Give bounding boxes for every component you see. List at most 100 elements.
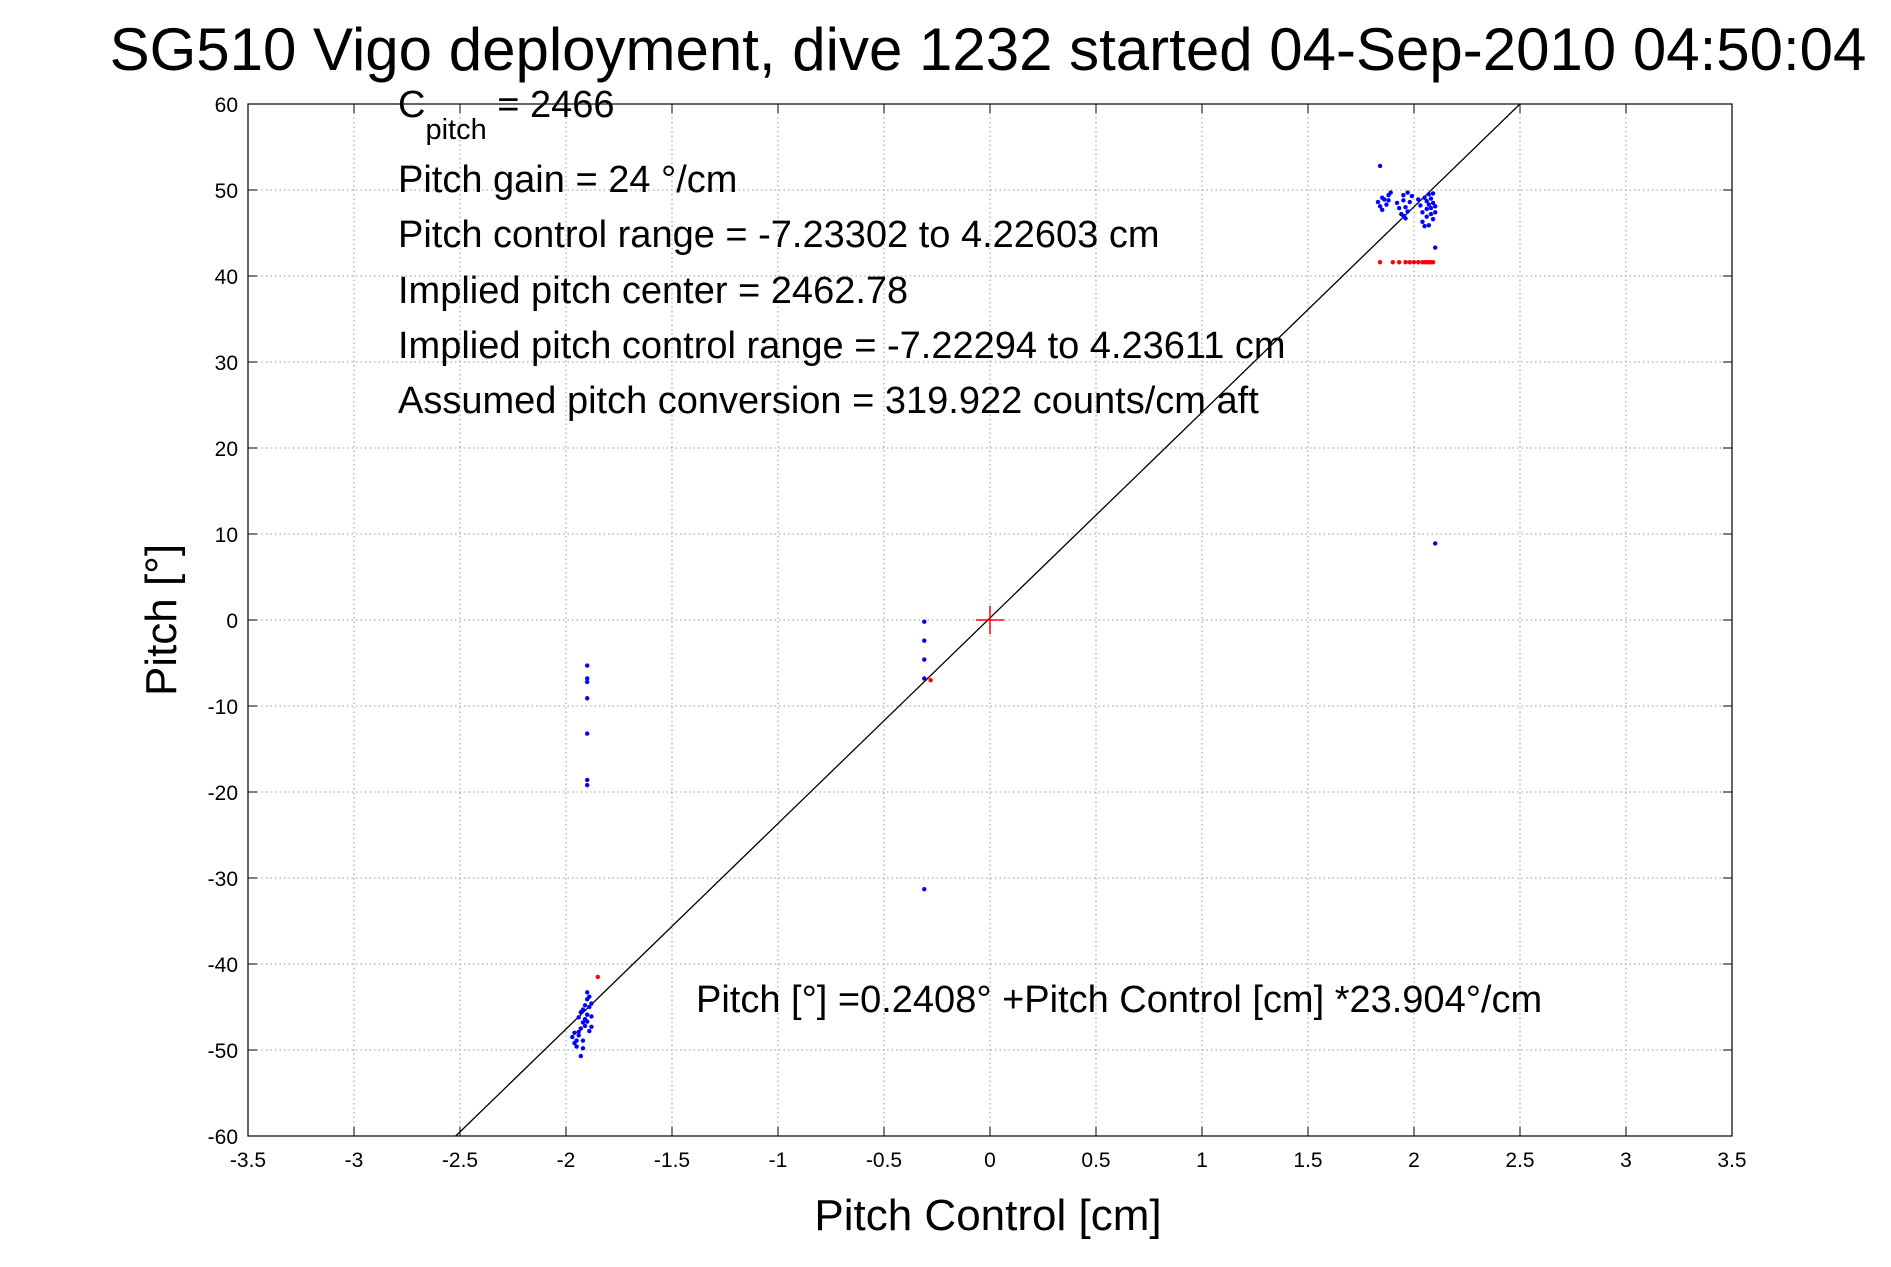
blue-data-point [589,1001,594,1006]
fit-equation: Pitch [°] =0.2408° +Pitch Control [cm] *… [696,979,1542,1021]
blue-data-point [570,1034,575,1040]
blue-data-point [1403,205,1408,210]
blue-data-point [578,1026,584,1031]
blue-data-point [1433,210,1438,215]
blue-data-point [1401,213,1406,218]
blue-data-point [580,1020,586,1025]
blue-data-point [585,679,590,685]
x-tick-label: 1 [1196,1149,1208,1172]
blue-data-point [587,994,592,999]
c-pitch-annotation: Cpitch = 2466 [398,84,615,146]
blue-data-point [1424,198,1429,204]
blue-data-point [582,1003,588,1008]
blue-data-point [922,638,927,643]
blue-data-point [922,676,927,681]
x-tick-label: -3 [345,1149,364,1172]
blue-data-point [1394,200,1400,206]
blue-data-point [585,1019,590,1024]
blue-data-point [585,1012,590,1017]
blue-data-point [1428,196,1434,201]
y-tick-label: 40 [215,266,238,289]
blue-data-point [1405,190,1410,195]
blue-data-point [1375,199,1381,205]
blue-data-point [1401,198,1406,203]
c-pitch-subscript: pitch [425,114,486,146]
blue-data-point [574,1038,579,1043]
blue-data-point [585,663,590,668]
blue-data-point [1424,214,1429,219]
blue-data-point [585,731,590,736]
fit-line-group [455,103,1521,1137]
blue-data-point [1377,204,1383,209]
blue-data-point [1430,191,1436,196]
blue-data-point [589,1024,594,1029]
y-tick-label: -30 [208,868,238,891]
blue-data-point [1422,223,1427,229]
red-data-point [595,974,600,980]
blue-data-point [1377,163,1383,169]
blue-data-point [582,1023,588,1029]
blue-data-point [1426,223,1432,228]
blue-data-point [585,777,590,783]
blue-data-point [580,1046,586,1051]
c-pitch-value: = 2466 [487,84,615,126]
y-tick-label: 50 [215,180,238,203]
blue-data-point [587,1004,592,1010]
blue-data-point [1426,202,1432,207]
y-tick-label: -50 [208,1040,238,1063]
chart-title: SG510 Vigo deployment, dive 1232 started… [110,16,1867,83]
blue-data-point [922,619,927,624]
blue-data-point [574,1044,579,1049]
blue-data-point [585,676,590,681]
red-data-point [1390,260,1396,265]
red-data-point [1396,260,1402,265]
y-tick-label: 20 [215,438,238,461]
blue-data-point [1409,193,1415,199]
x-tick-label: -1.5 [654,1149,690,1172]
y-tick-label: 60 [215,94,238,117]
annotation-line: Assumed pitch conversion = 319.922 count… [398,380,1259,422]
red-data-point [1430,260,1436,265]
blue-data-point [1380,195,1385,200]
blue-data-point [1388,190,1393,195]
annotation-line: Pitch gain = 24 °/cm [398,159,737,201]
y-tick-label: -10 [208,696,238,719]
blue-data-point [585,782,590,788]
x-tick-label: 3 [1620,1149,1632,1172]
blue-data-point [1430,200,1436,206]
annotation-line: Implied pitch center = 2462.78 [398,270,908,312]
annotations: Cpitch = 2466 Pitch gain = 24 °/cm Pitch… [398,84,1542,1021]
blue-data-point [1433,245,1438,250]
blue-data-point [1428,205,1434,211]
x-tick-label: -1 [769,1149,788,1172]
y-tick-label: 10 [215,524,238,547]
blue-data-point [1422,195,1427,200]
data-points [570,163,1438,1059]
blue-data-point [1407,199,1412,205]
blue-data-point [1405,209,1410,214]
axis-ticks: -3.5 -3 -2.5 -2 -1.5 -1 -0.5 0 0.5 1 1.5 2 2.5 3 3.5 -6… [208,94,1747,1172]
x-tick-label: 0 [984,1149,996,1172]
y-tick-label: -40 [208,954,238,977]
x-tick-label: 2.5 [1505,1149,1534,1172]
blue-data-point [580,1038,586,1043]
red-data-point [1407,260,1412,265]
plot-frame [247,103,1733,1137]
y-tick-label: 0 [226,610,238,633]
y-tick-label: -60 [208,1126,238,1149]
x-tick-label: 2 [1408,1149,1420,1172]
red-data-point [1416,260,1421,265]
x-tick-label: 3.5 [1717,1149,1746,1172]
x-tick-label: -0.5 [866,1149,902,1172]
blue-data-point [576,1029,581,1035]
blue-data-point [578,1053,584,1059]
y-tick-label: -20 [208,782,238,805]
x-axis-label: Pitch Control [cm] [814,1191,1161,1240]
red-data-point [1411,260,1417,265]
red-data-point [1377,260,1383,265]
blue-data-point [589,1014,594,1019]
y-tick-label: 30 [215,352,238,375]
